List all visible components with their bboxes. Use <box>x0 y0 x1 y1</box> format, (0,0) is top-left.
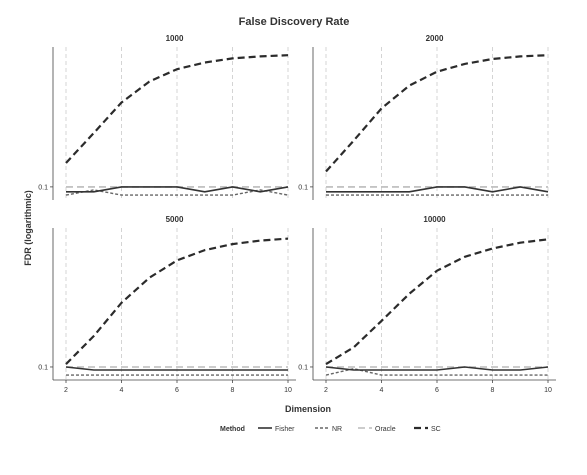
chart-title: False Discovery Rate <box>239 16 350 28</box>
series-line-sc <box>325 238 549 366</box>
facet-panel-10000: 10000 0.1 2 4 6 8 10 <box>298 215 556 394</box>
y-axis-title: FDR (logarithmic) <box>23 190 33 266</box>
series-line-nr <box>65 189 289 196</box>
y-tick-label: 0.1 <box>38 184 48 191</box>
facet-label: 1000 <box>166 34 184 43</box>
x-tick-label: 8 <box>231 387 235 394</box>
x-tick-label: 10 <box>544 387 552 394</box>
x-tick-label: 8 <box>491 387 495 394</box>
legend-label-oracle: Oracle <box>375 426 396 433</box>
x-tick-label: 6 <box>175 387 179 394</box>
x-tick-label: 4 <box>120 387 124 394</box>
y-tick-label: 0.1 <box>38 364 48 371</box>
facet-panel-5000: 5000 0.1 2 4 6 8 10 <box>38 215 296 394</box>
facet-label: 2000 <box>426 34 444 43</box>
legend-label-sc: SC <box>431 426 441 433</box>
series-line-fisher <box>65 366 288 371</box>
x-tick-label: 2 <box>324 387 328 394</box>
facet-panel-2000: 2000 0.1 <box>298 34 549 200</box>
x-tick-label: 10 <box>284 387 292 394</box>
x-tick-label: 2 <box>64 387 68 394</box>
series-line-fisher <box>66 186 289 193</box>
x-tick-label: 4 <box>380 387 384 394</box>
facet-label: 10000 <box>423 215 446 224</box>
series-line-fisher <box>326 186 549 193</box>
series-line-fisher <box>325 366 549 371</box>
y-tick-label: 0.1 <box>298 184 308 191</box>
facet-panel-1000: 1000 0.1 <box>38 34 289 200</box>
legend-title: Method <box>220 426 245 433</box>
y-tick-label: 0.1 <box>298 364 308 371</box>
series-line-sc <box>325 54 549 173</box>
legend-label-nr: NR <box>332 426 342 433</box>
legend: Method Fisher NR Oracle SC <box>220 426 441 433</box>
facet-label: 5000 <box>166 215 184 224</box>
legend-label-fisher: Fisher <box>275 426 295 433</box>
x-axis-title: Dimension <box>285 404 331 414</box>
series-line-sc <box>65 54 289 164</box>
x-tick-label: 6 <box>435 387 439 394</box>
series-line-nr <box>325 368 548 376</box>
